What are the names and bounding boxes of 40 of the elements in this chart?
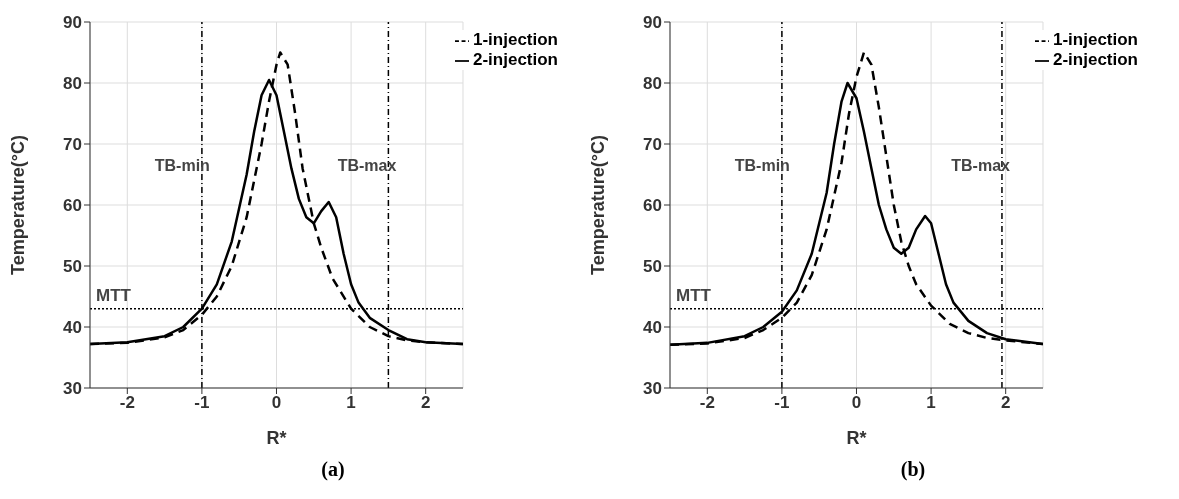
ref-line-label: TB-min xyxy=(734,157,790,175)
y-axis-title: Temperature(°C) xyxy=(588,135,609,275)
x-tick-label: 1 xyxy=(346,393,356,413)
legend-label: 2-injection xyxy=(472,50,558,69)
text: (b) xyxy=(899,458,927,481)
x-tick-label: -2 xyxy=(699,393,715,413)
y-tick-label: 40 xyxy=(63,318,82,338)
x-tick-label: 0 xyxy=(271,393,282,413)
x-tick-label: -1 xyxy=(774,393,790,413)
y-tick-label: 40 xyxy=(643,318,662,338)
ref-line-label: TB-min xyxy=(154,157,210,175)
y-tick-label: 50 xyxy=(643,257,662,277)
x-tick-label: 1 xyxy=(926,393,936,413)
text: (a) xyxy=(320,458,346,481)
y-tick-label: 30 xyxy=(643,379,662,399)
y-tick-label: 90 xyxy=(63,13,82,33)
y-tick-label: 80 xyxy=(63,74,82,94)
ref-line-label: MTT xyxy=(96,285,132,305)
y-tick-label: 70 xyxy=(63,135,82,155)
x-tick-label: 0 xyxy=(851,393,862,413)
x-axis-title: R* xyxy=(846,428,867,448)
y-axis-title: Temperature(°C) xyxy=(8,135,29,275)
x-tick-label: 2 xyxy=(420,393,431,413)
ref-line-label: TB-max xyxy=(337,157,397,175)
legend-label: 1-injection xyxy=(472,30,558,49)
x-axis-title: R* xyxy=(266,428,287,448)
y-tick-label: 60 xyxy=(643,196,662,216)
y-tick-label: 80 xyxy=(643,74,662,94)
legend-label: 1-injection xyxy=(1052,30,1138,49)
y-tick-label: 30 xyxy=(63,379,82,399)
x-tick-label: -2 xyxy=(119,393,135,413)
y-tick-label: 60 xyxy=(63,196,82,216)
y-tick-label: 50 xyxy=(63,257,82,277)
y-tick-label: 90 xyxy=(643,13,662,33)
ref-line-label: MTT xyxy=(676,285,712,305)
legend-label: 2-injection xyxy=(1052,50,1138,69)
ref-line-label: TB-max xyxy=(951,157,1011,175)
y-tick-label: 70 xyxy=(643,135,662,155)
x-tick-label: -1 xyxy=(194,393,210,413)
x-tick-label: 2 xyxy=(1000,393,1011,413)
